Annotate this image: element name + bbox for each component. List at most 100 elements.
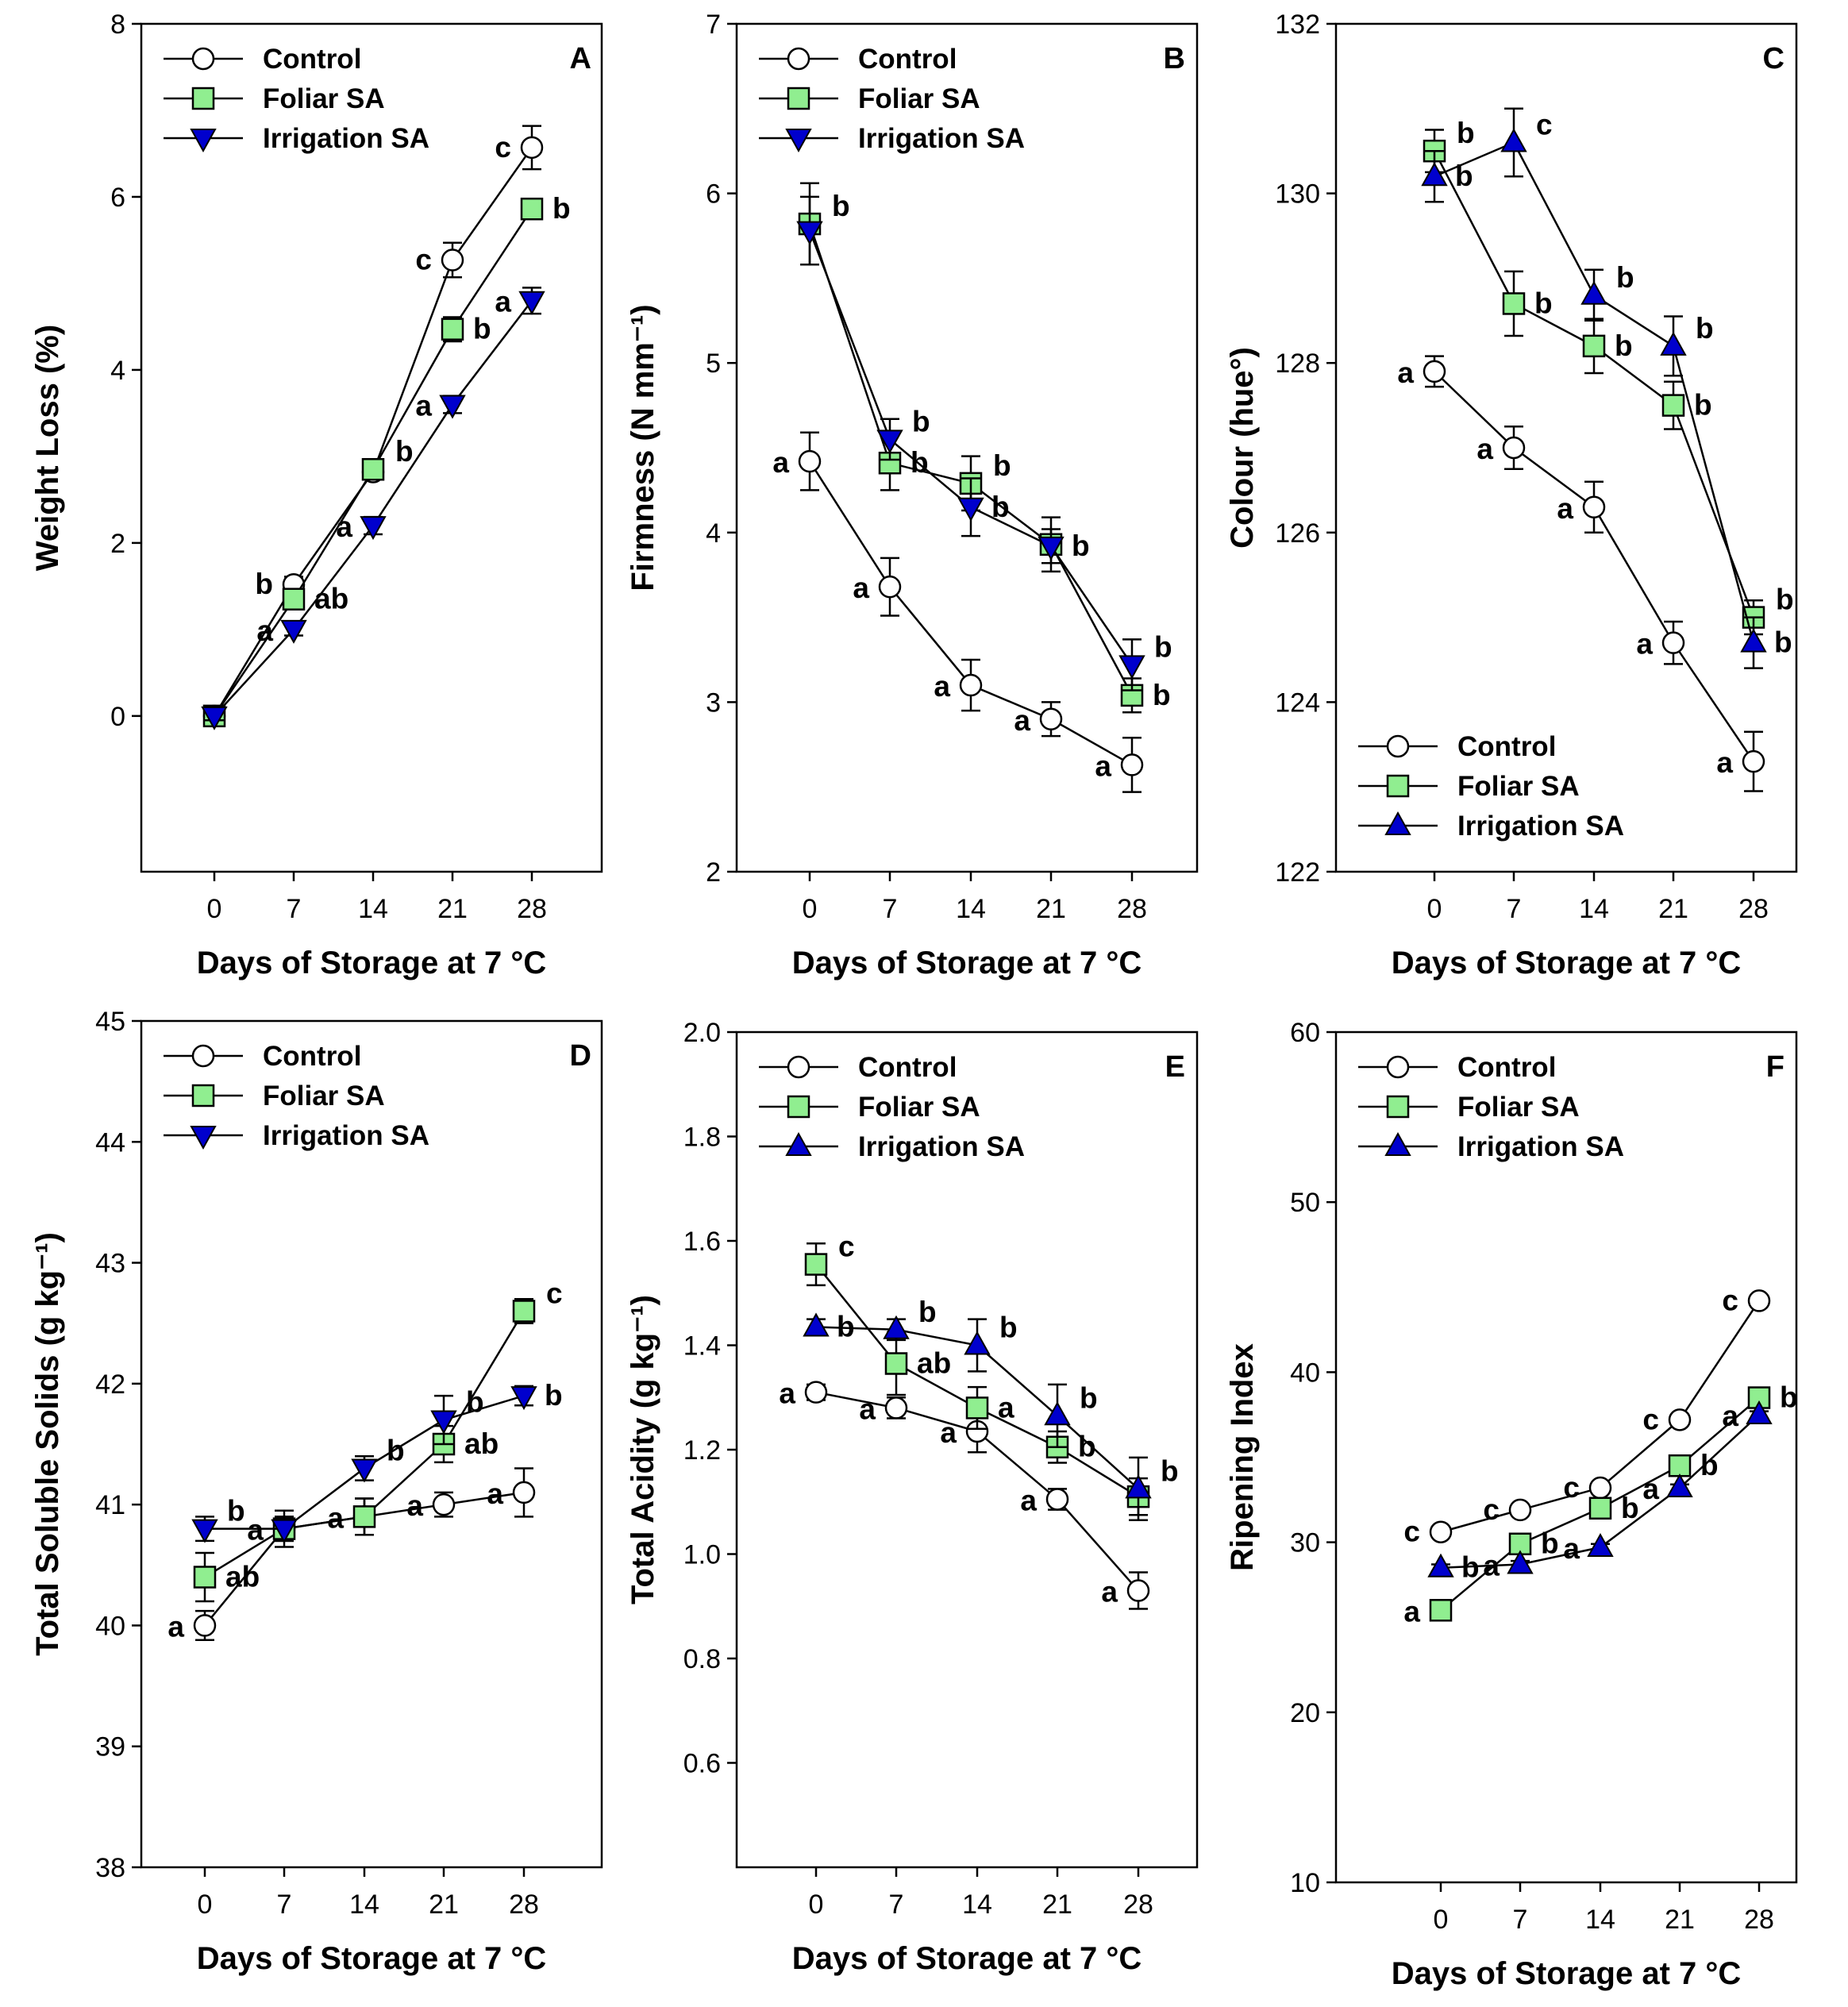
data-point [1582,334,1606,358]
significance-label: b [832,190,850,222]
data-point [1125,1474,1152,1499]
significance-label: b [255,568,273,600]
series-foliar-sa [804,1242,1150,1516]
significance-label: a [1403,1595,1420,1628]
significance-label: b [993,449,1011,482]
significance-label: a [487,1477,503,1510]
plot-frame [140,1019,603,1869]
significance-label: b [1161,1454,1179,1487]
legend-label-control: Control [858,44,957,75]
x-tick-label: 0 [207,894,222,924]
y-axis-title: Ripening Index [1225,1343,1260,1571]
x-tick-label: 7 [277,1890,292,1920]
legend-label-control: Control [263,1041,361,1072]
plot-frame [1334,1030,1798,1884]
panel-b: 2 3 4 5 6 7 0 7 14 21 28 Days of Storage at 7 °C Fir… [626,10,1199,980]
x-tick-label: 0 [803,894,818,924]
significance-label: b [466,1386,484,1419]
data-point [1508,1498,1532,1522]
y-axis-title: Total Soluble Solids (g kg⁻¹) [30,1232,65,1656]
plot-frame [735,22,1199,873]
legend-marker-control [787,1055,810,1079]
y-axis-title: Firmness (N mm⁻¹) [626,304,660,591]
x-tick-label: 14 [956,894,986,924]
significance-label: a [247,1514,264,1547]
significance-label: a [998,1391,1014,1423]
significance-label: b [911,446,929,479]
panel-letter: E [1165,1050,1185,1084]
significance-label: a [1636,628,1653,661]
y-tick-label: 38 [95,1853,125,1883]
legend-label-control: Control [1457,1052,1556,1083]
data-point [193,1566,217,1589]
data-point [1668,1408,1692,1431]
data-point [1118,655,1145,680]
data-point [803,1312,830,1337]
significance-label: b [395,435,414,468]
x-tick-label: 7 [1513,1905,1528,1935]
series-irrigation-sa [803,1312,1152,1522]
significance-label: a [853,572,869,604]
x-tick-label: 21 [1042,1890,1072,1920]
x-tick-label: 14 [358,894,388,924]
y-tick-label: 1.0 [683,1540,721,1570]
x-tick-label: 14 [1585,1905,1615,1935]
data-point [884,1352,908,1375]
y-tick-label: 122 [1275,857,1320,888]
legend-label-irrigation-sa: Irrigation SA [858,1131,1025,1162]
legend-marker-foliar-sa [1386,774,1410,798]
data-point [191,1519,218,1543]
y-tick-label: 42 [95,1369,125,1400]
legend-label-foliar-sa: Foliar SA [1457,771,1580,802]
legend-marker-irrigation-sa [190,129,217,153]
significance-label: b [1534,287,1553,319]
y-tick-label: 41 [95,1490,125,1520]
panel-letter: F [1766,1050,1784,1084]
data-point [510,1386,537,1411]
y-tick-label: 1.8 [683,1123,721,1153]
significance-label: a [1397,356,1414,389]
x-tick-label: 14 [349,1890,379,1920]
legend: Control Foliar SA Irrigation SA [1358,731,1624,842]
panel-letter: D [570,1039,591,1073]
significance-label: b [837,1310,855,1342]
significance-label: b [1457,117,1475,149]
significance-label: a [1095,749,1111,782]
data-point [1421,162,1448,187]
series-foliar-sa [1429,1386,1771,1622]
significance-label: a [1642,1473,1659,1505]
plot-frame [1334,22,1798,873]
data-point [520,136,544,160]
significance-label: c [1563,1471,1580,1504]
data-point [1429,1520,1453,1543]
significance-label: a [167,1610,184,1643]
legend-label-irrigation-sa: Irrigation SA [263,1120,429,1151]
legend: Control Foliar SA Irrigation SA [164,44,429,154]
significance-label: b [918,1296,937,1328]
significance-label: a [934,670,950,703]
series-irrigation-sa [796,195,1145,691]
data-point [1120,753,1144,776]
significance-label: c [1642,1403,1659,1435]
data-point [1580,280,1607,305]
data-point [352,1505,376,1528]
x-axis-title: Days of Storage at 7 °C [1392,1956,1742,1991]
data-point [1044,1401,1071,1426]
data-point [1502,292,1526,315]
legend-marker-irrigation-sa [1384,1131,1411,1156]
significance-label: a [1476,433,1493,465]
data-point [884,1396,908,1420]
data-point [271,1519,298,1543]
significance-label: b [1078,1431,1096,1463]
legend: Control Foliar SA Irrigation SA [164,1041,429,1151]
data-point [1588,1497,1612,1520]
panel-a: 0 2 4 6 8 0 7 14 21 28 Days of Storage at 7 °C Weig… [30,10,603,980]
data-point [1747,1289,1771,1312]
data-point [520,197,544,221]
series-line [1434,370,1755,762]
y-tick-label: 7 [706,10,721,40]
data-point [876,430,903,454]
significance-label: ab [225,1561,260,1593]
y-tick-label: 6 [706,179,721,210]
y-tick-label: 0.6 [683,1749,721,1779]
